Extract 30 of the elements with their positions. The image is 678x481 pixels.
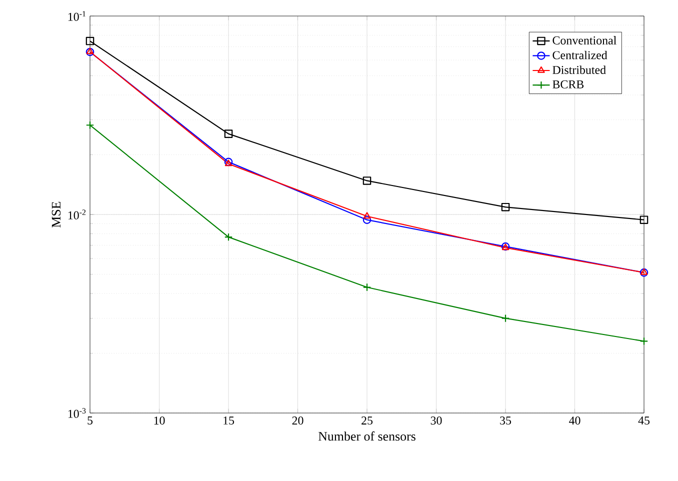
legend-label: BCRB [552, 80, 584, 88]
point [224, 130, 233, 138]
point [501, 314, 510, 322]
y-axis-title: MSE [52, 202, 61, 228]
point [362, 283, 372, 292]
x-tick-label: 45 [638, 416, 650, 425]
x-tick-label: 20 [292, 416, 304, 425]
x-tick-label: 25 [362, 416, 373, 425]
x-tick-label: 40 [569, 416, 580, 425]
x-tick-label: 15 [224, 416, 234, 425]
x-tick-label: 35 [500, 416, 512, 425]
x-tick-label: 5 [88, 416, 93, 424]
point [86, 120, 94, 130]
point [224, 232, 233, 242]
y-tick-label: 10$^{-2}$ [68, 210, 86, 220]
legend-label: Distributed [552, 66, 606, 74]
y-tick-label: 10$^{-3}$ [68, 408, 86, 418]
x-axis-title: Number of sensors [318, 431, 416, 441]
x-tick-label: 10 [154, 416, 165, 425]
legend-label: Centralized [552, 50, 608, 60]
legend-label: Conventional [552, 36, 616, 44]
point [501, 202, 510, 212]
point [362, 216, 372, 224]
x-tick-label: 30 [430, 416, 442, 425]
point [640, 337, 648, 346]
point [363, 212, 371, 219]
point [640, 216, 648, 224]
point [362, 176, 372, 185]
y-tick-label: 10$^{-1}$ [68, 11, 86, 21]
point [86, 36, 94, 46]
